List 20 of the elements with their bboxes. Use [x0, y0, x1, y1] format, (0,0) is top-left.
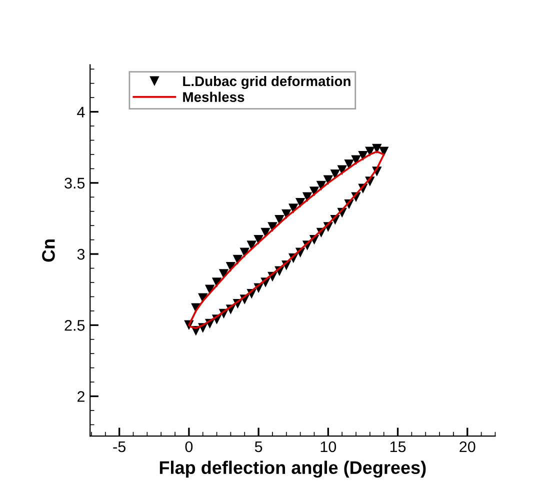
y-tick-label: 2 — [78, 391, 84, 402]
legend-label: L.Dubac grid deformation — [183, 76, 350, 89]
point — [344, 160, 354, 170]
point — [246, 240, 256, 250]
x-tick-label: 10 — [320, 441, 336, 452]
point — [274, 215, 284, 225]
x-tick-label: 15 — [390, 442, 406, 452]
y-axis-title: Cn — [42, 240, 55, 262]
legend-label: Meshless — [183, 92, 244, 102]
y-tick-label: 2.5 — [64, 320, 85, 331]
x-tick-label: 5 — [254, 442, 262, 452]
x-tick-label: 0 — [185, 441, 193, 452]
point — [330, 170, 340, 180]
x-tick-label: 20 — [460, 441, 476, 452]
point — [372, 144, 382, 154]
y-tick-label: 3.5 — [64, 178, 85, 189]
x-tick-label: -5 — [113, 442, 126, 452]
y-tick-label: 3 — [77, 248, 85, 260]
x-axis-title: Flap deflection angle (Degrees) — [160, 460, 426, 478]
y-tick-label: 4 — [77, 106, 85, 118]
